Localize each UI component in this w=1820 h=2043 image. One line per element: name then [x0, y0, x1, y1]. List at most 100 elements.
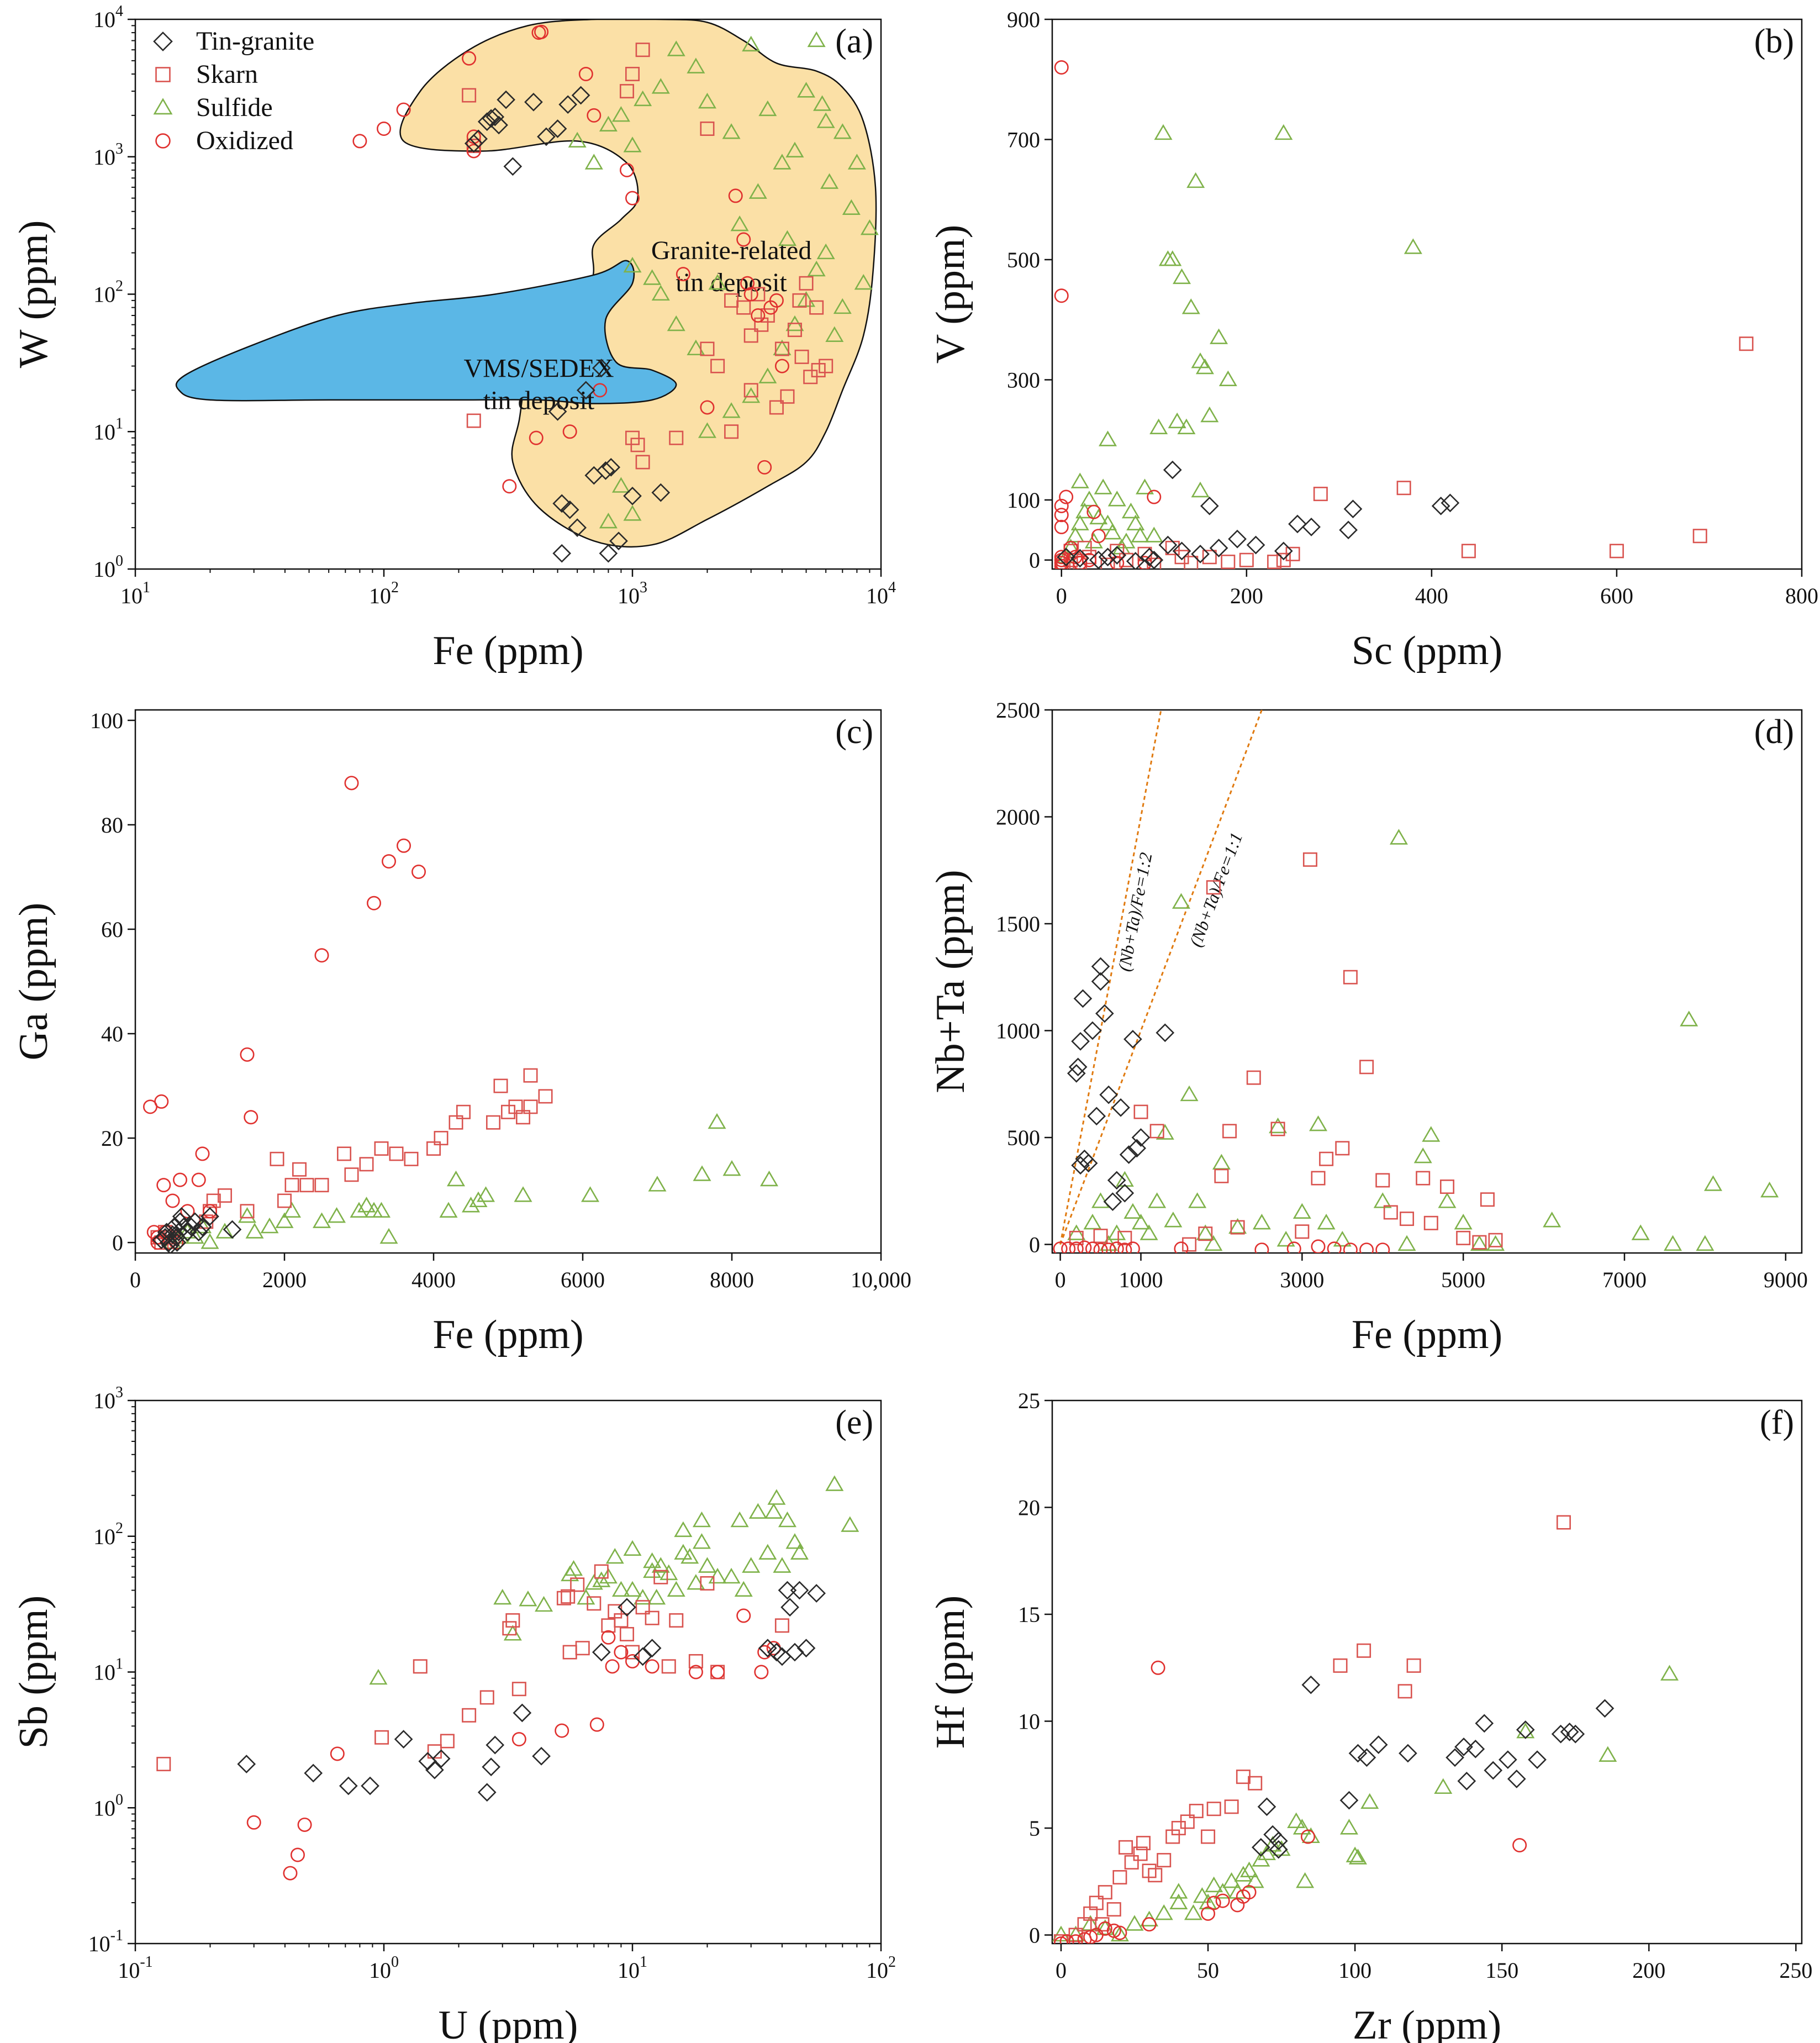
- data-point-sulfide: [1184, 1904, 1202, 1920]
- data-point-skarn: [635, 455, 650, 470]
- y-tick-label: 10: [1018, 1709, 1040, 1734]
- data-point-oxidized: [1091, 529, 1106, 544]
- y-tick-exponent: 0: [115, 552, 123, 570]
- data-point-oxidized: [1054, 508, 1069, 523]
- data-point-sulfide: [1348, 1849, 1367, 1865]
- data-point-skarn: [1480, 1192, 1495, 1207]
- panel-c: 0 2000 4000 6000 8000 10,000 0 20 40 60 80 100 Fe (p…: [11, 708, 911, 1357]
- data-point-skarn: [434, 1131, 449, 1146]
- data-point-sulfide: [1696, 1235, 1715, 1251]
- data-point-tin-granite: [159, 1233, 178, 1252]
- data-point-tin-granite: [237, 1755, 256, 1773]
- data-point-oxidized: [1068, 1934, 1083, 1944]
- x-tick-base: 10: [118, 1958, 140, 1983]
- y-tick-label: 10-1: [88, 1927, 123, 1956]
- data-point-tin-granite: [1071, 1032, 1090, 1051]
- data-point-oxidized: [1242, 1885, 1257, 1900]
- data-point-tin-granite: [1115, 1183, 1135, 1203]
- data-point-skarn: [1206, 1802, 1221, 1816]
- data-point-tin-granite: [1158, 535, 1178, 555]
- data-point-skarn: [1285, 546, 1300, 561]
- data-point-oxidized: [396, 838, 411, 853]
- x-tick-label: 104: [866, 579, 896, 608]
- data-point-oxidized: [587, 108, 602, 123]
- data-point-skarn: [809, 300, 824, 315]
- data-point-sulfide: [1148, 1192, 1167, 1208]
- data-point-skarn: [1267, 554, 1282, 569]
- data-point-oxidized: [172, 1172, 187, 1187]
- data-point-oxidized: [1147, 489, 1162, 504]
- data-point-skarn: [426, 1141, 441, 1156]
- data-point-sulfide: [687, 339, 705, 356]
- y-tick-base: 10: [88, 1931, 110, 1956]
- data-point-oxidized: [1082, 552, 1097, 567]
- data-point-sulfide: [446, 1170, 466, 1187]
- data-point-oxidized: [352, 134, 367, 149]
- data-point-oxidized: [700, 400, 715, 415]
- data-point-tin-granite: [1073, 989, 1093, 1008]
- x-axis-label: Sc (ppm): [1352, 628, 1502, 673]
- data-point-tin-granite: [1431, 496, 1450, 515]
- data-point-skarn: [523, 1068, 538, 1083]
- data-point-sulfide: [1293, 1203, 1311, 1219]
- data-point-skarn: [1095, 1917, 1110, 1932]
- data-point-tin-granite: [758, 1639, 777, 1658]
- data-point-oxidized: [728, 188, 743, 203]
- data-point-sulfide: [623, 136, 642, 152]
- x-tick-label: 9000: [1764, 1267, 1808, 1292]
- y-tick-label: 100: [1007, 488, 1040, 513]
- data-point-sulfide: [785, 1533, 804, 1549]
- data-point-tin-granite: [1339, 1791, 1359, 1810]
- data-point-skarn: [505, 1613, 520, 1628]
- x-axis-label: Fe (ppm): [432, 1312, 583, 1357]
- data-point-tin-granite: [1484, 1761, 1503, 1780]
- y-axis-label: Ga (ppm): [11, 903, 56, 1061]
- x-tick-label: 100: [1338, 1958, 1371, 1983]
- data-point-skarn: [1174, 550, 1189, 565]
- data-point-tin-granite: [642, 1639, 662, 1658]
- series-sulfide: [568, 31, 879, 529]
- data-point-sulfide: [1422, 1126, 1441, 1142]
- data-point-oxidized: [751, 308, 766, 323]
- data-point-tin-granite: [1269, 1840, 1288, 1859]
- data-point-skarn: [635, 1600, 650, 1615]
- data-point-oxidized: [462, 51, 477, 66]
- data-point-skarn: [743, 328, 758, 343]
- data-point-tin-granite: [599, 544, 618, 563]
- data-point-tin-granite: [1144, 550, 1164, 569]
- data-point-tin-granite: [304, 1763, 323, 1783]
- data-point-oxidized: [529, 430, 544, 445]
- data-point-tin-granite: [1071, 1156, 1090, 1175]
- y-tick-base: 10: [93, 1524, 115, 1549]
- data-point-sulfide: [1173, 268, 1191, 285]
- data-point-sulfide: [734, 1581, 753, 1597]
- data-point-oxidized: [578, 66, 593, 81]
- data-point-skarn: [277, 1193, 292, 1208]
- data-point-tin-granite: [1475, 1714, 1494, 1733]
- data-point-oxidized: [1083, 1930, 1098, 1944]
- x-tick-label: 0: [1055, 1267, 1066, 1292]
- data-point-sulfide: [778, 1511, 796, 1528]
- data-point-skarn: [1221, 554, 1236, 569]
- data-point-sulfide: [599, 512, 618, 529]
- data-point-sulfide: [825, 326, 844, 342]
- data-point-skarn: [736, 300, 751, 315]
- panel-label: (d): [1754, 713, 1794, 751]
- y-tick-base: 10: [93, 7, 115, 32]
- data-point-oxidized: [202, 1204, 217, 1219]
- panel-f: 0 50 100 150 200 250 0 5 10 15 20 25 Zr (ppm) Hf (ppm…: [928, 1388, 1812, 2043]
- data-point-oxidized: [191, 1172, 206, 1187]
- data-point-sulfide: [841, 1516, 859, 1532]
- data-point-tin-granite: [394, 1730, 413, 1749]
- data-point-sulfide: [1180, 1085, 1199, 1102]
- data-point-tin-granite: [161, 1235, 180, 1253]
- data-point-oxidized: [297, 1817, 312, 1832]
- y-tick-base: 10: [93, 282, 115, 307]
- y-tick-exponent: 2: [115, 1520, 123, 1537]
- data-point-skarn: [413, 1659, 428, 1674]
- data-point-oxidized: [1174, 1241, 1189, 1253]
- data-point-sulfide: [674, 1521, 693, 1537]
- data-point-tin-granite: [602, 457, 621, 477]
- data-point-skarn: [1692, 529, 1707, 544]
- data-point-sulfide: [833, 123, 852, 139]
